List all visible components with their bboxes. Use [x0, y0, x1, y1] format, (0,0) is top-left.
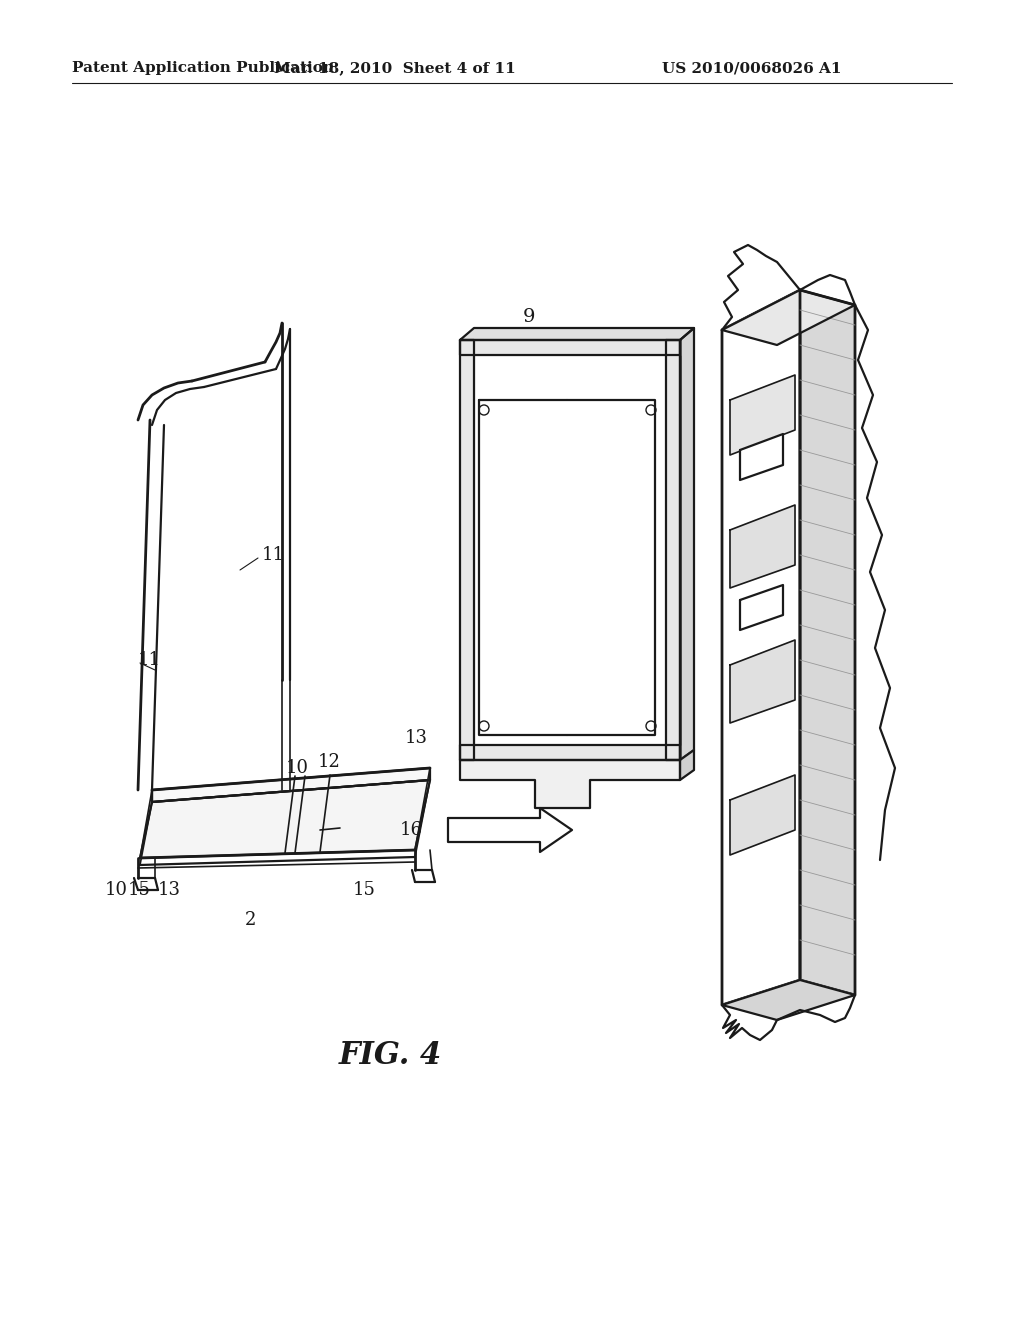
Polygon shape [740, 585, 783, 630]
Text: 7: 7 [735, 832, 746, 849]
Polygon shape [680, 327, 694, 760]
Text: 9: 9 [523, 308, 536, 326]
Polygon shape [460, 327, 694, 341]
Polygon shape [740, 434, 783, 480]
Polygon shape [449, 808, 572, 851]
Polygon shape [730, 775, 795, 855]
Polygon shape [152, 768, 430, 803]
Text: 15: 15 [128, 880, 151, 899]
Text: 11: 11 [262, 546, 285, 564]
Polygon shape [666, 341, 680, 760]
Text: US 2010/0068026 A1: US 2010/0068026 A1 [662, 61, 842, 75]
Text: 12: 12 [318, 752, 341, 771]
Polygon shape [460, 341, 680, 760]
Polygon shape [460, 341, 680, 355]
Text: Mar. 18, 2010  Sheet 4 of 11: Mar. 18, 2010 Sheet 4 of 11 [274, 61, 516, 75]
Polygon shape [722, 290, 800, 1005]
Text: 13: 13 [406, 729, 428, 747]
Polygon shape [479, 400, 655, 735]
Text: 11: 11 [138, 651, 161, 669]
Polygon shape [460, 341, 474, 760]
Polygon shape [140, 780, 430, 858]
Polygon shape [460, 760, 680, 808]
Polygon shape [722, 290, 855, 345]
Polygon shape [722, 979, 855, 1020]
Polygon shape [730, 375, 795, 455]
Text: FIG. 4: FIG. 4 [338, 1040, 441, 1071]
Polygon shape [680, 750, 694, 780]
Polygon shape [730, 640, 795, 723]
Text: 13: 13 [158, 880, 181, 899]
Text: 15: 15 [353, 880, 376, 899]
Text: 2: 2 [245, 911, 256, 929]
Text: 16: 16 [400, 821, 423, 840]
Polygon shape [460, 744, 680, 760]
Text: Patent Application Publication: Patent Application Publication [72, 61, 334, 75]
Text: 10: 10 [286, 759, 309, 777]
Text: 10: 10 [105, 880, 128, 899]
Polygon shape [730, 506, 795, 587]
Polygon shape [800, 290, 855, 995]
